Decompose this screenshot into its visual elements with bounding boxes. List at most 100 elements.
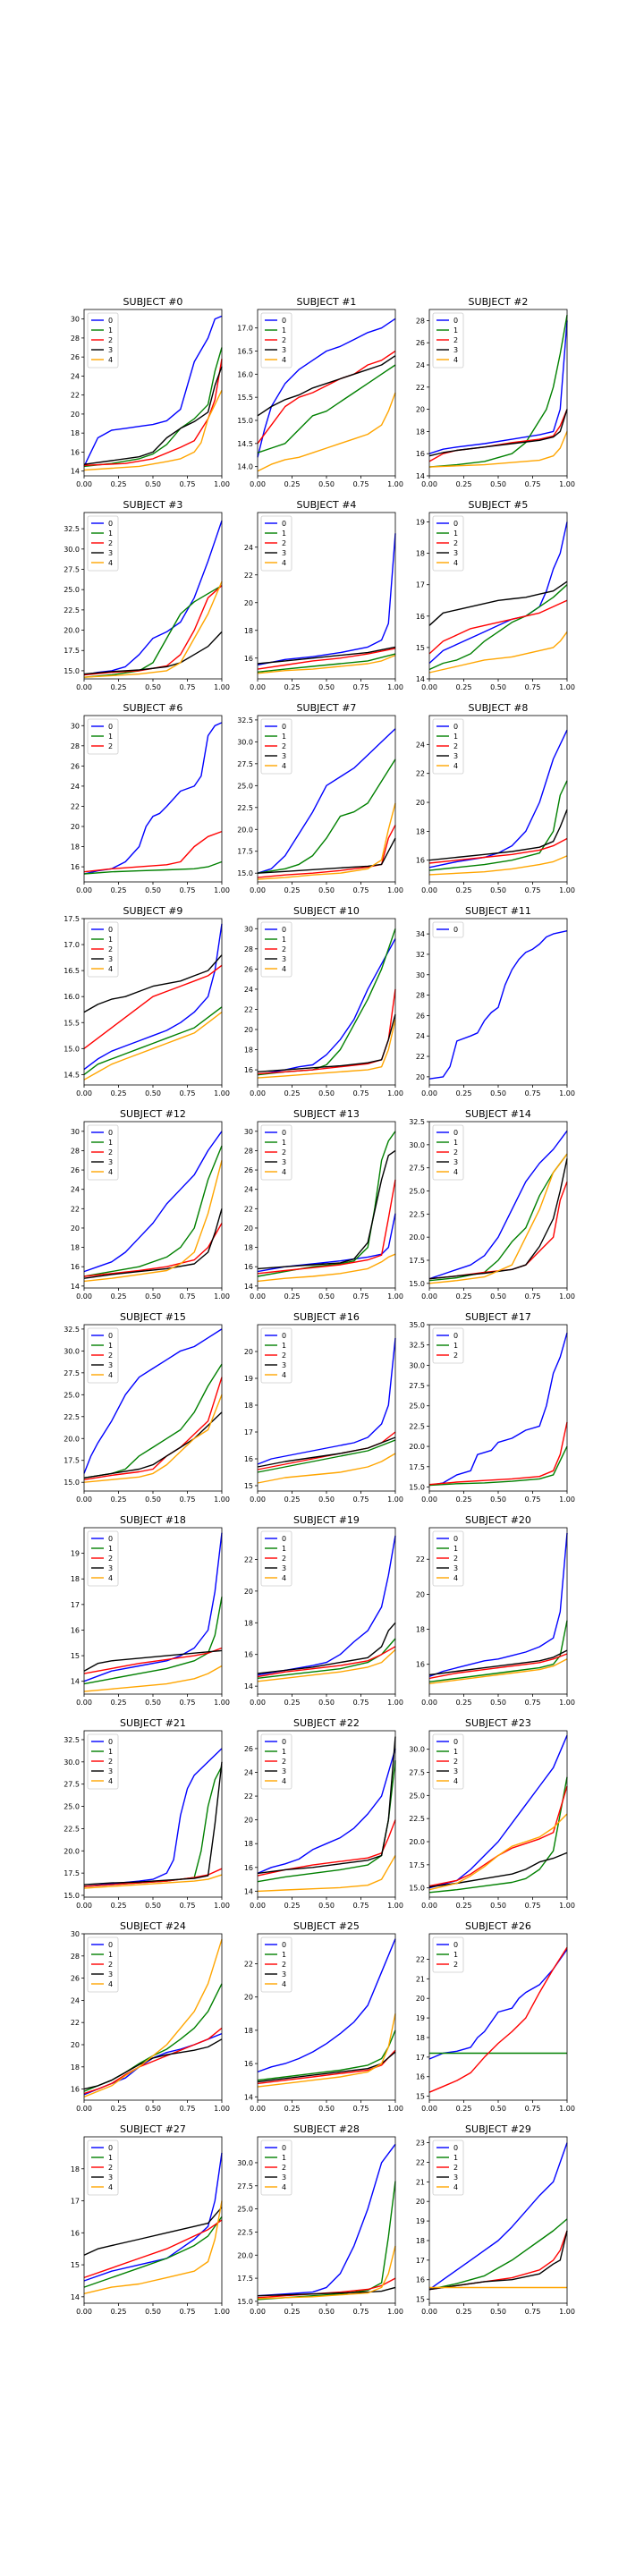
y-tick-label: 30 xyxy=(71,1930,80,1938)
y-tick-label: 18 xyxy=(244,1402,253,1410)
y-tick-label: 14.5 xyxy=(64,1071,80,1079)
x-tick-label: 1.00 xyxy=(214,480,230,488)
series-line-3 xyxy=(257,1436,396,1468)
series-line-2 xyxy=(428,1653,568,1680)
x-tick-label: 0.50 xyxy=(490,2105,506,2113)
legend-label: 1 xyxy=(453,530,458,538)
y-tick-label: 25.0 xyxy=(409,1402,425,1411)
y-tick-label: 18 xyxy=(71,429,80,437)
y-tick-label: 16.5 xyxy=(64,967,80,975)
series-line-1 xyxy=(257,364,396,453)
y-tick-label: 16 xyxy=(71,863,80,871)
legend-label: 1 xyxy=(108,1748,113,1756)
subplot-28: SUBJECT #28 0.00 0.25 0.50 0.75 1.00 15.0 17.5 2… xyxy=(237,2123,403,2316)
x-tick-label: 0.50 xyxy=(318,1089,335,1097)
subplot-title: SUBJECT #7 xyxy=(297,702,357,714)
legend-label: 4 xyxy=(453,559,458,567)
series-line-4 xyxy=(428,1813,568,1891)
x-tick-label: 0.00 xyxy=(421,886,437,894)
x-tick-label: 0.75 xyxy=(525,1496,541,1504)
legend-label: 1 xyxy=(282,2154,286,2162)
y-tick-label: 22.5 xyxy=(64,1413,80,1421)
y-tick-label: 20.0 xyxy=(64,1847,80,1855)
y-tick-label: 30.0 xyxy=(64,1758,80,1767)
legend-label: 1 xyxy=(282,936,286,944)
legend-label: 0 xyxy=(453,1535,458,1543)
x-tick-label: 0.50 xyxy=(318,1902,335,1910)
legend-label: 3 xyxy=(282,1767,286,1775)
series-line-4 xyxy=(83,580,223,678)
x-tick-label: 0.50 xyxy=(145,1699,161,1707)
y-tick-label: 22 xyxy=(244,1960,253,1968)
y-tick-label: 15.0 xyxy=(64,1479,80,1487)
legend-label: 4 xyxy=(108,1777,113,1785)
y-tick-label: 15.5 xyxy=(237,394,253,402)
y-tick-label: 19 xyxy=(244,1375,253,1383)
y-tick-label: 27.5 xyxy=(237,760,253,768)
y-tick-label: 22.5 xyxy=(409,1422,425,1430)
x-tick-label: 0.25 xyxy=(456,1496,472,1504)
subplot-27: SUBJECT #270.00 0.25 0.50 0.75 1.00141516171… xyxy=(71,2123,230,2316)
legend-label: 1 xyxy=(108,936,113,944)
legend-label: 0 xyxy=(282,1129,286,1137)
y-tick-label: 32.5 xyxy=(64,1326,80,1334)
x-tick-label: 0.00 xyxy=(250,480,266,488)
x-tick-label: 0.25 xyxy=(284,683,301,691)
y-tick-label: 14 xyxy=(71,1283,80,1291)
series-line-1 xyxy=(428,2218,568,2291)
series-line-0 xyxy=(257,1748,396,1875)
y-tick-label: 20 xyxy=(244,1348,253,1356)
x-tick-label: 0.50 xyxy=(490,1089,506,1097)
y-tick-label: 24 xyxy=(244,1186,253,1194)
y-tick-label: 32 xyxy=(416,951,425,959)
series-line-0 xyxy=(428,1130,568,1280)
y-tick-label: 16 xyxy=(71,448,80,456)
legend-label: 0 xyxy=(108,1129,113,1137)
series-line-3 xyxy=(83,1208,223,1279)
y-tick-label: 22.5 xyxy=(237,2228,253,2236)
y-tick-label: 17 xyxy=(244,1428,253,1436)
series-line-2 xyxy=(83,830,223,873)
y-tick-label: 16 xyxy=(71,1626,80,1634)
subplot-title: SUBJECT #2 xyxy=(469,296,529,308)
legend-label: 2 xyxy=(108,945,113,953)
y-tick-label: 26 xyxy=(71,353,80,361)
legend-label: 0 xyxy=(282,1332,286,1340)
x-tick-label: 0.00 xyxy=(421,683,437,691)
legend-label: 3 xyxy=(108,2174,113,2182)
legend-label: 0 xyxy=(108,317,113,325)
series-line-0 xyxy=(257,1337,396,1465)
x-tick-label: 1.00 xyxy=(214,1902,230,1910)
y-tick-label: 14.0 xyxy=(237,463,253,471)
series-line-2 xyxy=(428,599,568,655)
subplot-5: SUBJECT #50.00 0.25 0.50 0.75 1.001415161718… xyxy=(416,499,575,691)
y-tick-label: 15 xyxy=(71,2261,80,2269)
y-tick-label: 18 xyxy=(244,1840,253,1848)
subplot-title: SUBJECT #16 xyxy=(293,1311,360,1323)
legend-label: 2 xyxy=(453,742,458,750)
subplot-9: SUBJECT #9 0.00 0.25 0.50 0.75 1.00 14.5 15.0 15… xyxy=(64,905,230,1097)
x-tick-label: 1.00 xyxy=(214,1699,230,1707)
x-tick-label: 0.50 xyxy=(145,1902,161,1910)
y-tick-label: 16 xyxy=(416,613,425,621)
x-tick-label: 0.75 xyxy=(180,1292,196,1301)
series-line-3 xyxy=(257,1622,396,1674)
series-line-2 xyxy=(83,1223,223,1277)
y-tick-label: 16 xyxy=(244,655,253,663)
y-tick-label: 20 xyxy=(244,1224,253,1233)
series-line-3 xyxy=(83,1761,223,1885)
subplot-15: SUBJECT #15 0.00 0.25 0.50 0.75 1.00 15.0 17.5 2… xyxy=(64,1311,230,1504)
y-tick-label: 26 xyxy=(71,1975,80,1983)
y-tick-label: 20.0 xyxy=(237,826,253,834)
y-tick-label: 24 xyxy=(244,1769,253,1777)
series-line-1 xyxy=(428,780,568,871)
y-tick-label: 30.0 xyxy=(237,2159,253,2167)
y-tick-label: 25.0 xyxy=(64,1391,80,1399)
y-tick-label: 32.5 xyxy=(64,525,80,533)
